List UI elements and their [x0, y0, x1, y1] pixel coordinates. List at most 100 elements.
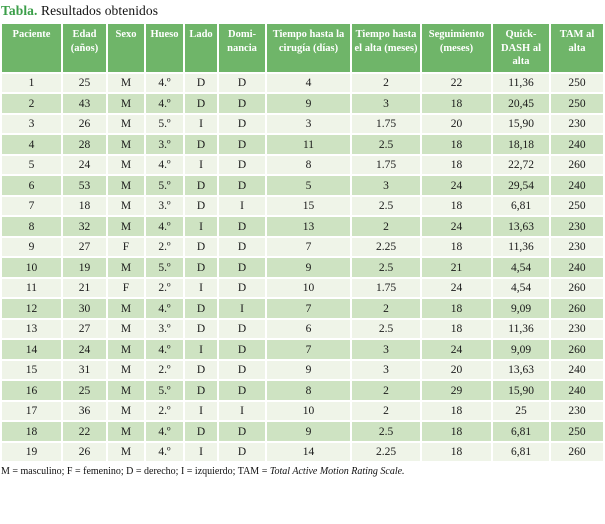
table-cell: 6,81	[493, 442, 549, 462]
column-header: Tiempo hasta la cirugía (días)	[267, 24, 350, 72]
table-cell: 21	[63, 278, 106, 298]
table-row: 19 26 M 4.º I D 14 2.25 18 6,81 260	[2, 442, 603, 462]
table-cell: M	[108, 94, 144, 113]
table-cell: 2.25	[352, 237, 420, 257]
table-row: 7 18 M 3.º D I 15 2.5 18 6,81 250	[2, 196, 603, 216]
table-cell: 25	[63, 73, 106, 93]
table-cell: 2.5	[352, 258, 420, 277]
table-cell: D	[219, 278, 265, 298]
table-cell: I	[185, 278, 217, 298]
table-cell: 4.º	[146, 422, 183, 441]
table-row: 13 27 M 3.º D D 6 2.5 18 11,36 230	[2, 319, 603, 339]
table-cell: 11,36	[493, 319, 549, 339]
table-row: 2 43 M 4.º D D 9 3 18 20,45 250	[2, 94, 603, 113]
table-cell: 2.5	[352, 422, 420, 441]
table-cell: 8	[267, 155, 350, 175]
table-cell: 15,90	[493, 381, 549, 400]
table-cell: 260	[551, 340, 603, 359]
table-cell: 260	[551, 442, 603, 462]
table-cell: 10	[2, 258, 61, 277]
table-cell: 2.º	[146, 360, 183, 380]
table-cell: 18,18	[493, 135, 549, 154]
table-cell: 18	[422, 135, 491, 154]
table-cell: M	[108, 401, 144, 421]
table-cell: 8	[267, 381, 350, 400]
table-cell: D	[219, 442, 265, 462]
table-cell: 5	[267, 176, 350, 195]
table-cell: 25	[63, 381, 106, 400]
table-cell: D	[219, 114, 265, 134]
table-cell: D	[219, 155, 265, 175]
table-cell: D	[219, 340, 265, 359]
table-cell: 22	[63, 422, 106, 441]
table-cell: 4.º	[146, 155, 183, 175]
table-cell: 11,36	[493, 237, 549, 257]
table-cell: I	[219, 401, 265, 421]
table-cell: 29	[422, 381, 491, 400]
table-cell: 2	[352, 401, 420, 421]
table-cell: 260	[551, 278, 603, 298]
table-cell: M	[108, 319, 144, 339]
table-cell: 13,63	[493, 217, 549, 236]
table-cell: 3.º	[146, 196, 183, 216]
column-header: Paciente	[2, 24, 61, 72]
table-cell: D	[219, 360, 265, 380]
table-cell: 2.5	[352, 135, 420, 154]
table-row: 10 19 M 5.º D D 9 2.5 21 4,54 240	[2, 258, 603, 277]
footnote-abbreviations: M = masculino; F = femenino; D = derecho…	[1, 466, 270, 478]
table-cell: D	[185, 360, 217, 380]
table-row: 5 24 M 4.º I D 8 1.75 18 22,72 260	[2, 155, 603, 175]
table-cell: 250	[551, 196, 603, 216]
table-cell: 28	[63, 135, 106, 154]
table-cell: 7	[267, 237, 350, 257]
table-cell: 5.º	[146, 258, 183, 277]
table-cell: M	[108, 381, 144, 400]
table-cell: 2.º	[146, 237, 183, 257]
header-row: Paciente Edad (años) Sexo Hueso Lado Domi-nan…	[2, 24, 603, 72]
footnote-scale-name: Total Active Motion Rating Scale.	[269, 466, 405, 478]
table-cell: D	[219, 73, 265, 93]
table-cell: 17	[2, 401, 61, 421]
table-row: 18 22 M 4.º D D 9 2.5 18 6,81 250	[2, 422, 603, 441]
table-cell: D	[219, 381, 265, 400]
table-cell: 11,36	[493, 73, 549, 93]
table-cell: 240	[551, 135, 603, 154]
table-row: 15 31 M 2.º D D 9 3 20 13,63 240	[2, 360, 603, 380]
table-cell: 24	[422, 176, 491, 195]
table-cell: M	[108, 258, 144, 277]
table-cell: 18	[422, 299, 491, 318]
table-cell: 15	[2, 360, 61, 380]
table-cell: 24	[422, 217, 491, 236]
table-cell: F	[108, 237, 144, 257]
column-header: TAM al alta	[551, 24, 603, 72]
table-cell: 240	[551, 258, 603, 277]
table-cell: 25	[493, 401, 549, 421]
table-cell: 9,09	[493, 340, 549, 359]
table-cell: 18	[422, 401, 491, 421]
table-cell: M	[108, 340, 144, 359]
table-row: 14 24 M 4.º I D 7 3 24 9,09 260	[2, 340, 603, 359]
table-cell: 5.º	[146, 114, 183, 134]
table-cell: 15,90	[493, 114, 549, 134]
table-cell: 230	[551, 401, 603, 421]
table-cell: 4.º	[146, 217, 183, 236]
table-cell: 10	[267, 278, 350, 298]
table-cell: 250	[551, 422, 603, 441]
table-cell: 1.75	[352, 278, 420, 298]
table-title-text: Resultados obtenidos	[37, 3, 159, 18]
table-cell: 2.25	[352, 442, 420, 462]
table-cell: 9,09	[493, 299, 549, 318]
table-cell: 2	[352, 381, 420, 400]
table-cell: 1.75	[352, 114, 420, 134]
table-cell: I	[219, 299, 265, 318]
table-cell: F	[108, 278, 144, 298]
column-header: Domi-nancia	[219, 24, 265, 72]
table-cell: 3	[352, 176, 420, 195]
table-cell: M	[108, 360, 144, 380]
table-cell: M	[108, 422, 144, 441]
table-cell: 18	[422, 319, 491, 339]
table-cell: 19	[2, 442, 61, 462]
table-cell: 6	[267, 319, 350, 339]
table-cell: 4.º	[146, 340, 183, 359]
